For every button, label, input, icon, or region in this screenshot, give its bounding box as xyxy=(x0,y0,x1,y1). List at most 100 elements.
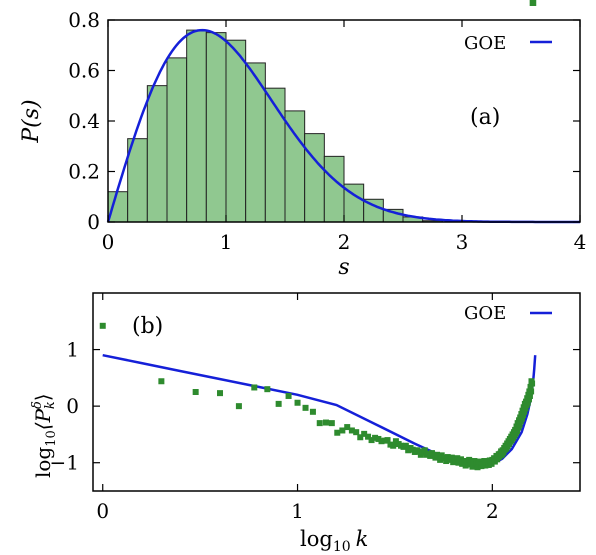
y-tick-label-b: −1 xyxy=(50,451,79,475)
scatter-point xyxy=(328,420,335,427)
scatter-point xyxy=(402,442,409,449)
scatter-point xyxy=(518,415,525,422)
x-tick-label-a: 2 xyxy=(338,230,351,254)
x-tick-label-a: 4 xyxy=(574,230,587,254)
x-axis-label-b-log: log xyxy=(300,527,333,551)
scatter-point xyxy=(294,399,301,406)
x-tick-label-a: 1 xyxy=(220,230,233,254)
scatter-point xyxy=(527,383,534,390)
x-axis-label-b-sub: 10 xyxy=(333,539,351,555)
goe-curve-b xyxy=(102,353,537,467)
scatter-points xyxy=(99,0,537,471)
scatter-point xyxy=(217,390,224,397)
y-tick-label-a: 0.4 xyxy=(68,109,100,133)
histogram-bar xyxy=(205,32,227,223)
panel-label-b: (b) xyxy=(132,314,163,339)
scatter-point xyxy=(526,392,533,399)
y-tick-label-b: 1 xyxy=(66,338,79,362)
scatter-point xyxy=(275,400,282,407)
scatter-point xyxy=(348,427,355,434)
scatter-point xyxy=(372,434,379,441)
x-ticks-b: 0 1 2 xyxy=(96,293,499,523)
histogram-bar xyxy=(146,85,168,223)
scatter-point xyxy=(285,392,292,399)
plot-frame-b xyxy=(92,292,581,492)
scatter-point xyxy=(334,429,341,436)
x-tick-label-a: 0 xyxy=(102,230,115,254)
scatter-point xyxy=(529,380,536,387)
scatter-point xyxy=(264,386,271,393)
scatter-point xyxy=(368,437,375,444)
legend-label-b: GOE xyxy=(464,303,506,324)
scatter-point xyxy=(192,389,199,395)
y-axis-label-b-sub: 10 xyxy=(44,430,59,447)
panel-a: 0 1 2 3 4 0 0.2 0.4 0.6 0.8 (a) GOE s P(s) xyxy=(19,8,586,280)
y-axis-label-b: log10⟨Pδk⟩ xyxy=(30,393,59,478)
x-axis-label-b: log10 k xyxy=(300,527,368,555)
histogram-bar xyxy=(284,110,306,223)
y-tick-label-a: 0.6 xyxy=(68,59,100,83)
scatter-point xyxy=(158,378,165,385)
scatter-point xyxy=(514,428,521,435)
x-tick-label-b: 1 xyxy=(291,499,304,523)
scatter-point xyxy=(235,403,242,410)
scatter-point xyxy=(365,433,372,440)
scatter-point xyxy=(322,419,329,426)
scatter-point xyxy=(316,420,323,427)
y-axis-label-b-log: log xyxy=(31,447,55,478)
scatter-point xyxy=(339,427,346,434)
y-axis-label-b-sup: δ xyxy=(30,401,45,409)
panel-label-a: (a) xyxy=(470,105,500,130)
scatter-point xyxy=(469,463,476,470)
histogram-bar xyxy=(107,191,129,223)
scatter-point xyxy=(357,434,364,441)
legend-label-a: GOE xyxy=(464,33,506,54)
scatter-point xyxy=(302,404,309,411)
scatter-point xyxy=(421,447,428,454)
x-tick-label-b: 2 xyxy=(486,499,499,523)
scatter-point xyxy=(378,438,385,445)
scatter-point xyxy=(353,429,360,436)
y-tick-label-a: 0.2 xyxy=(68,160,100,184)
histogram-bar xyxy=(323,155,345,223)
scatter-point xyxy=(435,453,442,460)
histogram-bar xyxy=(186,29,207,223)
histogram-bar xyxy=(225,39,247,223)
scatter-point xyxy=(361,430,368,437)
y-tick-label-b: 0 xyxy=(66,394,79,418)
scatter-point xyxy=(522,405,529,412)
y-ticks-b: −1 0 1 xyxy=(50,338,580,475)
scatter-point xyxy=(99,322,106,329)
scatter-point xyxy=(520,412,527,419)
x-axis-label-a: s xyxy=(338,255,349,280)
y-ticks-a: 0 0.2 0.4 0.6 0.8 xyxy=(68,8,580,234)
scatter-point xyxy=(390,442,397,449)
y-axis-label-a: P(s) xyxy=(19,99,44,143)
y-tick-label-a: 0.8 xyxy=(68,8,100,32)
scatter-point xyxy=(384,437,391,444)
y-axis-label-b-close: ⟩ xyxy=(31,393,55,401)
histogram-bar xyxy=(264,87,286,223)
histogram-bar xyxy=(166,57,188,223)
scatter-point xyxy=(375,435,382,442)
scatter-point xyxy=(309,408,316,415)
scatter-point xyxy=(516,421,523,428)
x-axis-label-b-var: k xyxy=(356,527,369,551)
scatter-point xyxy=(474,464,481,471)
scatter-point xyxy=(525,396,532,403)
histogram-bars xyxy=(107,29,443,223)
x-tick-label-b: 0 xyxy=(96,499,109,523)
scatter-point xyxy=(344,424,351,431)
scatter-point xyxy=(437,456,444,463)
scatter-point xyxy=(528,388,535,395)
y-axis-label-b-expr: ⟨P xyxy=(31,408,55,430)
scatter-point xyxy=(415,448,422,455)
scatter-point xyxy=(524,399,531,406)
x-tick-label-a: 3 xyxy=(456,230,469,254)
x-ticks-a: 0 1 2 3 4 xyxy=(102,20,587,254)
scatter-point xyxy=(530,0,537,6)
y-axis-label-b-sub2: k xyxy=(43,401,58,409)
histogram-bar xyxy=(304,133,325,223)
